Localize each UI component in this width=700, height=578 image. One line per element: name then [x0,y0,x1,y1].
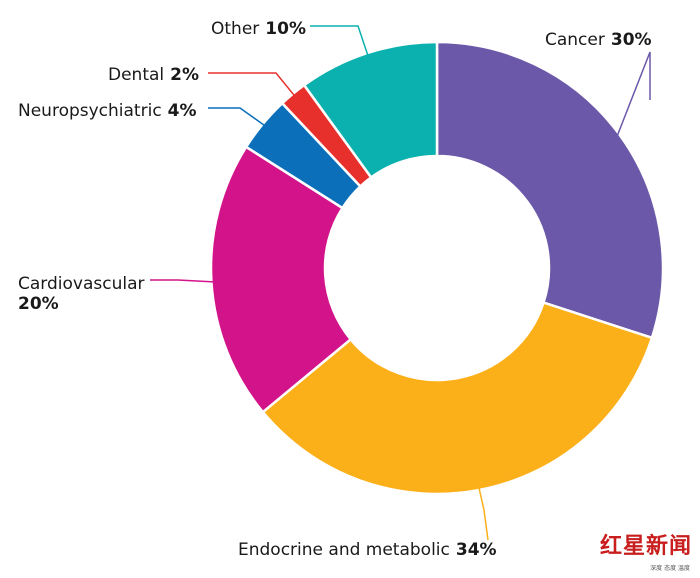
label-dental-name: Dental [108,65,164,85]
label-endocrine-name: Endocrine and metabolic [238,540,450,560]
label-dental-value: 2% [170,65,199,85]
watermark-logo: 红星新闻 深度 态度 温度 [600,528,692,572]
label-cardiovascular-value: 20% [18,294,59,314]
label-neuropsychiatric-value: 4% [168,101,197,121]
leader-cardiovascular [150,279,216,283]
leader-lines [150,25,651,541]
label-cardiovascular-pct: 20% [18,294,59,314]
leader-neuropsychiatric [208,107,267,128]
label-endocrine-value: 34% [456,540,497,560]
donut-slices [209,40,665,496]
label-neuropsychiatric-name: Neuropsychiatric [18,101,162,121]
slice-endocrine-and-metabolic [261,301,654,496]
leader-other [310,25,370,58]
slice-labels: Cancer 30% Endocrine and metabolic 34% Car… [18,19,652,560]
label-other-name: Other [211,19,259,39]
label-neuropsychiatric: Neuropsychiatric 4% [18,101,197,121]
slice-cancer [435,40,665,340]
watermark-tagline: 深度 态度 温度 [650,565,690,572]
label-cancer-value: 30% [611,30,652,50]
watermark-brand: 红星新闻 [600,533,693,559]
label-other: Other 10% [211,19,306,39]
label-endocrine: Endocrine and metabolic 34% [238,540,497,560]
leader-cancer [615,51,651,138]
slice-cardiovascular [209,145,353,414]
label-cardiovascular: Cardiovascular [18,274,144,294]
label-other-value: 10% [265,19,306,39]
leader-endocrine-and-metabolic [477,485,489,541]
label-dental: Dental 2% [108,65,199,85]
label-cancer-name: Cancer [545,30,605,50]
slice-other [302,40,439,180]
leader-dental [208,72,297,98]
label-cardiovascular-name: Cardiovascular [18,274,144,294]
label-cancer: Cancer 30% [545,30,652,50]
